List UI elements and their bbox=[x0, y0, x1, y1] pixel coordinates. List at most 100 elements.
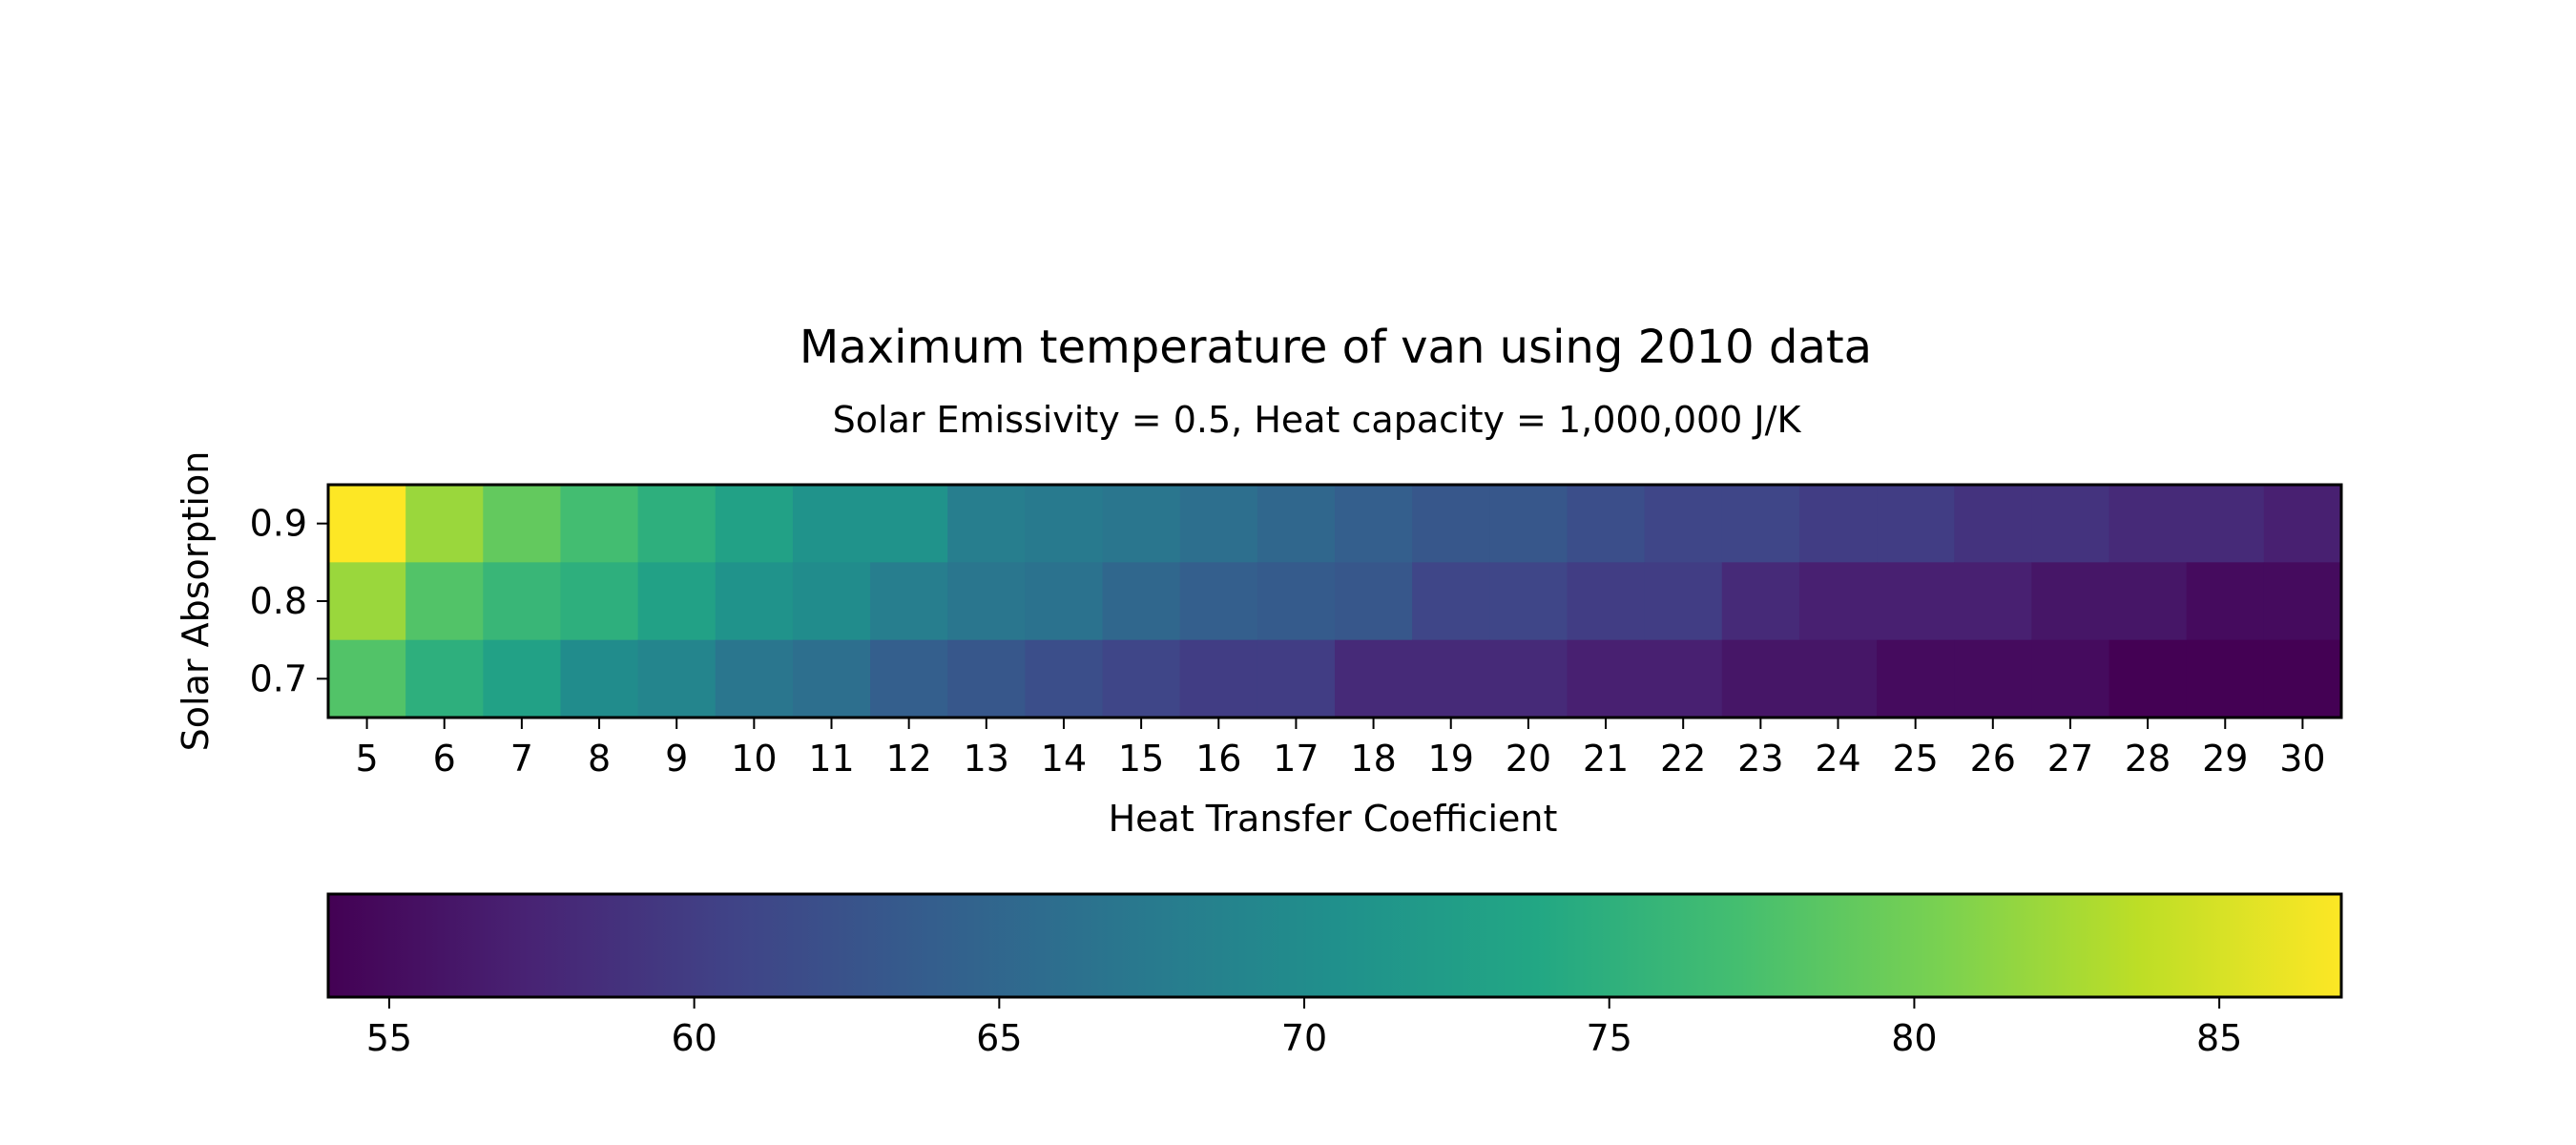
heatmap-cell bbox=[328, 485, 406, 563]
heatmap-cell bbox=[1335, 485, 1413, 563]
heatmap-cell bbox=[328, 639, 406, 718]
chart-title: Maximum temperature of van using 2010 da… bbox=[800, 321, 1872, 374]
heatmap-cell bbox=[328, 562, 406, 641]
heatmap-cell bbox=[792, 562, 871, 641]
heatmap-cell bbox=[1257, 485, 1336, 563]
x-axis-ticks: 5 6 7 8 9 10 11 12 13 14 15 16 17 18 19 20 21 22 23 24 25 26 2… bbox=[355, 718, 2326, 780]
heatmap-cell bbox=[1025, 639, 1104, 718]
y-axis-label: Solar Absorption bbox=[175, 451, 217, 752]
x-tick-label: 20 bbox=[1506, 738, 1551, 780]
heatmap-cell bbox=[1721, 639, 1800, 718]
x-tick-label: 29 bbox=[2202, 738, 2248, 780]
x-tick-label: 8 bbox=[588, 738, 611, 780]
colorbar-tick-label: 65 bbox=[976, 1017, 1022, 1059]
colorbar-tick-label: 75 bbox=[1587, 1017, 1632, 1059]
heatmap-cell bbox=[405, 639, 484, 718]
heatmap-cell bbox=[715, 562, 794, 641]
x-tick-label: 30 bbox=[2279, 738, 2325, 780]
x-tick-label: 15 bbox=[1118, 738, 1164, 780]
heatmap-cell bbox=[870, 562, 948, 641]
heatmap-cell bbox=[1798, 485, 1878, 563]
heatmap-cell bbox=[1025, 562, 1104, 641]
x-tick-label: 23 bbox=[1737, 738, 1783, 780]
chart-subtitle: Solar Emissivity = 0.5, Heat capacity = … bbox=[833, 399, 1802, 441]
heatmap-cell bbox=[1721, 562, 1800, 641]
heatmap-cell bbox=[2109, 485, 2188, 563]
heatmap-cell bbox=[2031, 562, 2110, 641]
colorbar-tick-label: 55 bbox=[366, 1017, 412, 1059]
heatmap-cell bbox=[1257, 639, 1336, 718]
x-tick-label: 16 bbox=[1195, 738, 1241, 780]
colorbar-tick-label: 60 bbox=[671, 1017, 717, 1059]
heatmap-cell bbox=[483, 562, 562, 641]
x-tick-label: 25 bbox=[1892, 738, 1938, 780]
x-tick-label: 19 bbox=[1428, 738, 1474, 780]
heatmap-cell bbox=[1489, 639, 1568, 718]
heatmap-cell bbox=[2031, 639, 2110, 718]
x-tick-label: 26 bbox=[1970, 738, 2016, 780]
x-tick-label: 6 bbox=[433, 738, 456, 780]
heatmap-cell bbox=[1412, 485, 1490, 563]
heatmap-cell bbox=[947, 639, 1026, 718]
heatmap-cell bbox=[1567, 562, 1646, 641]
y-tick-label: 0.7 bbox=[250, 657, 307, 699]
heatmap-cell bbox=[637, 485, 717, 563]
heatmap-cell bbox=[1798, 562, 1878, 641]
heatmap-cell bbox=[637, 562, 717, 641]
heatmap-cell bbox=[2263, 485, 2342, 563]
colorbar bbox=[326, 892, 2343, 999]
heatmap-cell bbox=[947, 485, 1026, 563]
heatmap-cell bbox=[1102, 485, 1181, 563]
heatmap-cells bbox=[328, 485, 2342, 718]
colorbar-tick-label: 80 bbox=[1891, 1017, 1937, 1059]
heatmap-cell bbox=[405, 485, 484, 563]
x-tick-label: 13 bbox=[964, 738, 1009, 780]
heatmap-cell bbox=[483, 485, 562, 563]
x-tick-label: 22 bbox=[1660, 738, 1706, 780]
heatmap-cell bbox=[1954, 485, 2032, 563]
heatmap-cell bbox=[1798, 639, 1878, 718]
x-tick-label: 10 bbox=[731, 738, 777, 780]
heatmap-cell bbox=[1877, 562, 1955, 641]
x-tick-label: 12 bbox=[885, 738, 931, 780]
x-tick-label: 7 bbox=[510, 738, 533, 780]
heatmap-cell bbox=[1335, 562, 1413, 641]
y-tick-label: 0.8 bbox=[250, 580, 307, 622]
heatmap-cell bbox=[1644, 562, 1723, 641]
heatmap-cell bbox=[1954, 639, 2032, 718]
x-tick-label: 27 bbox=[2047, 738, 2093, 780]
heatmap-cell bbox=[1489, 485, 1568, 563]
heatmap-cell bbox=[947, 562, 1026, 641]
x-tick-label: 14 bbox=[1041, 738, 1087, 780]
heatmap-cell bbox=[1567, 485, 1646, 563]
heatmap-cell bbox=[1179, 562, 1258, 641]
heatmap-cell bbox=[1102, 562, 1181, 641]
heatmap-cell bbox=[560, 639, 639, 718]
heatmap-cell bbox=[1567, 639, 1646, 718]
heatmap-cell bbox=[1877, 485, 1955, 563]
heatmap-cell bbox=[1644, 485, 1723, 563]
heatmap-cell bbox=[1721, 485, 1800, 563]
x-tick-label: 21 bbox=[1583, 738, 1629, 780]
heatmap-cell bbox=[2109, 639, 2188, 718]
heatmap-cell bbox=[1644, 639, 1723, 718]
heatmap-cell bbox=[1257, 562, 1336, 641]
heatmap-cell bbox=[870, 485, 948, 563]
x-tick-label: 28 bbox=[2125, 738, 2171, 780]
heatmap-cell bbox=[1025, 485, 1104, 563]
x-tick-label: 5 bbox=[355, 738, 378, 780]
y-axis-ticks: 0.9 0.8 0.7 bbox=[250, 503, 328, 699]
heatmap-cell bbox=[2186, 562, 2265, 641]
y-tick-label: 0.9 bbox=[250, 503, 307, 545]
heatmap-cell bbox=[2031, 485, 2110, 563]
heatmap-cell bbox=[1335, 639, 1413, 718]
colorbar-ticks: 55 60 65 70 75 80 85 bbox=[366, 997, 2242, 1059]
heatmap-cell bbox=[792, 485, 871, 563]
heatmap-cell bbox=[715, 639, 794, 718]
x-tick-label: 11 bbox=[808, 738, 854, 780]
heatmap-cell bbox=[2186, 485, 2265, 563]
heatmap-cell bbox=[1179, 485, 1258, 563]
heatmap-cell bbox=[715, 485, 794, 563]
colorbar-tick-label: 70 bbox=[1281, 1017, 1327, 1059]
